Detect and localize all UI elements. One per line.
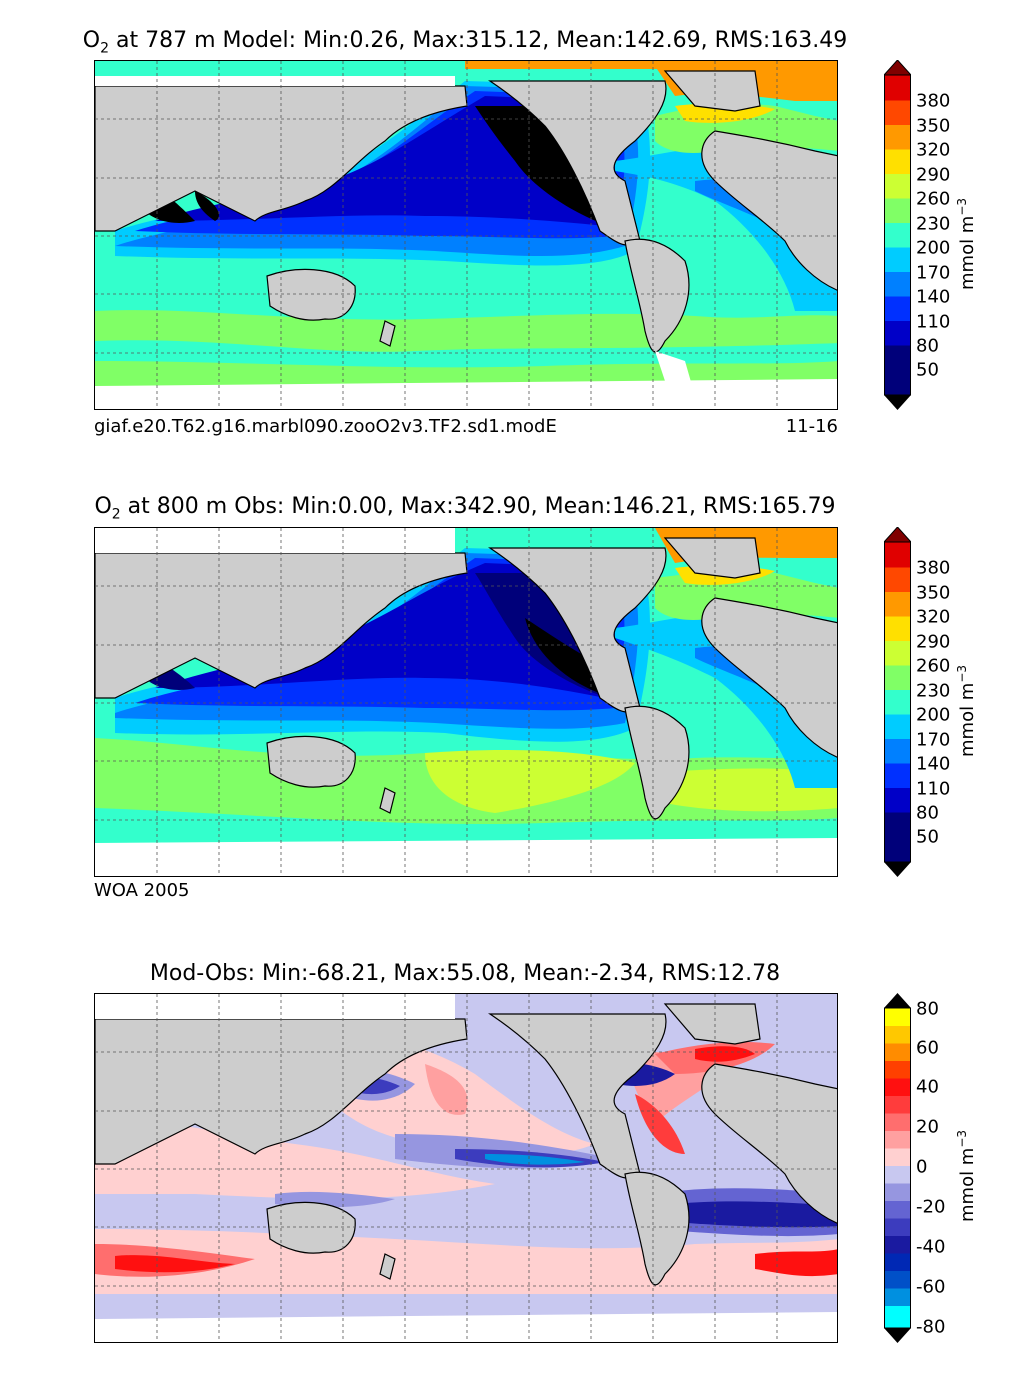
colorbar-tick: 170	[916, 729, 951, 751]
colorbar-tick: 110	[916, 778, 951, 800]
colorbar-tick: 140	[916, 286, 951, 308]
model-colorbar	[884, 60, 911, 412]
obs-colorbar-gradient	[884, 527, 911, 877]
colorbar-tick: 350	[916, 115, 951, 137]
obs-map	[94, 527, 838, 877]
obs-footer-left: WOA 2005	[94, 880, 190, 901]
model-colorbar-unit: mmol m−3	[955, 197, 978, 290]
colorbar-tick: 50	[916, 826, 939, 848]
colorbar-tick: 140	[916, 753, 951, 775]
colorbar-tick: 0	[916, 1156, 928, 1178]
colorbar-tick: 380	[916, 90, 951, 112]
colorbar-tick: 80	[916, 802, 939, 824]
colorbar-tick: -40	[916, 1236, 946, 1258]
obs-colorbar	[884, 527, 911, 879]
colorbar-tick: -80	[916, 1316, 946, 1338]
colorbar-tick: 60	[916, 1037, 939, 1059]
colorbar-tick: -20	[916, 1196, 946, 1218]
colorbar-tick: 170	[916, 262, 951, 284]
colorbar-tick: 50	[916, 359, 939, 381]
model-map	[94, 60, 838, 410]
diff-title: Mod-Obs: Min:-68.21, Max:55.08, Mean:-2.…	[149, 961, 781, 986]
diff-colorbar-unit: mmol m−3	[955, 1129, 978, 1222]
colorbar-tick: 230	[916, 213, 951, 235]
colorbar-tick: 380	[916, 557, 951, 579]
diff-colorbar-gradient	[884, 993, 911, 1343]
model-title: O2 at 787 m Model: Min:0.26, Max:315.12,…	[82, 28, 848, 57]
colorbar-tick: 20	[916, 1116, 939, 1138]
colorbar-tick: 350	[916, 582, 951, 604]
colorbar-tick: 80	[916, 998, 939, 1020]
model-colorbar-gradient	[884, 60, 911, 410]
colorbar-tick: 200	[916, 237, 951, 259]
colorbar-tick: 80	[916, 335, 939, 357]
diff-colorbar	[884, 993, 911, 1345]
colorbar-tick: 320	[916, 606, 951, 628]
obs-title: O2 at 800 m Obs: Min:0.00, Max:342.90, M…	[94, 494, 836, 523]
obs-colorbar-unit: mmol m−3	[955, 664, 978, 757]
colorbar-tick: 40	[916, 1076, 939, 1098]
colorbar-tick: 260	[916, 188, 951, 210]
colorbar-tick: 230	[916, 680, 951, 702]
colorbar-tick: 200	[916, 704, 951, 726]
colorbar-tick: 260	[916, 655, 951, 677]
diff-map	[94, 993, 838, 1343]
colorbar-tick: 110	[916, 311, 951, 333]
colorbar-tick: -60	[916, 1276, 946, 1298]
colorbar-tick: 320	[916, 139, 951, 161]
colorbar-tick: 290	[916, 164, 951, 186]
model-footer-right: 11-16	[785, 416, 838, 437]
colorbar-tick: 290	[916, 631, 951, 653]
model-footer-left: giaf.e20.T62.g16.marbl090.zooO2v3.TF2.sd…	[94, 416, 557, 437]
